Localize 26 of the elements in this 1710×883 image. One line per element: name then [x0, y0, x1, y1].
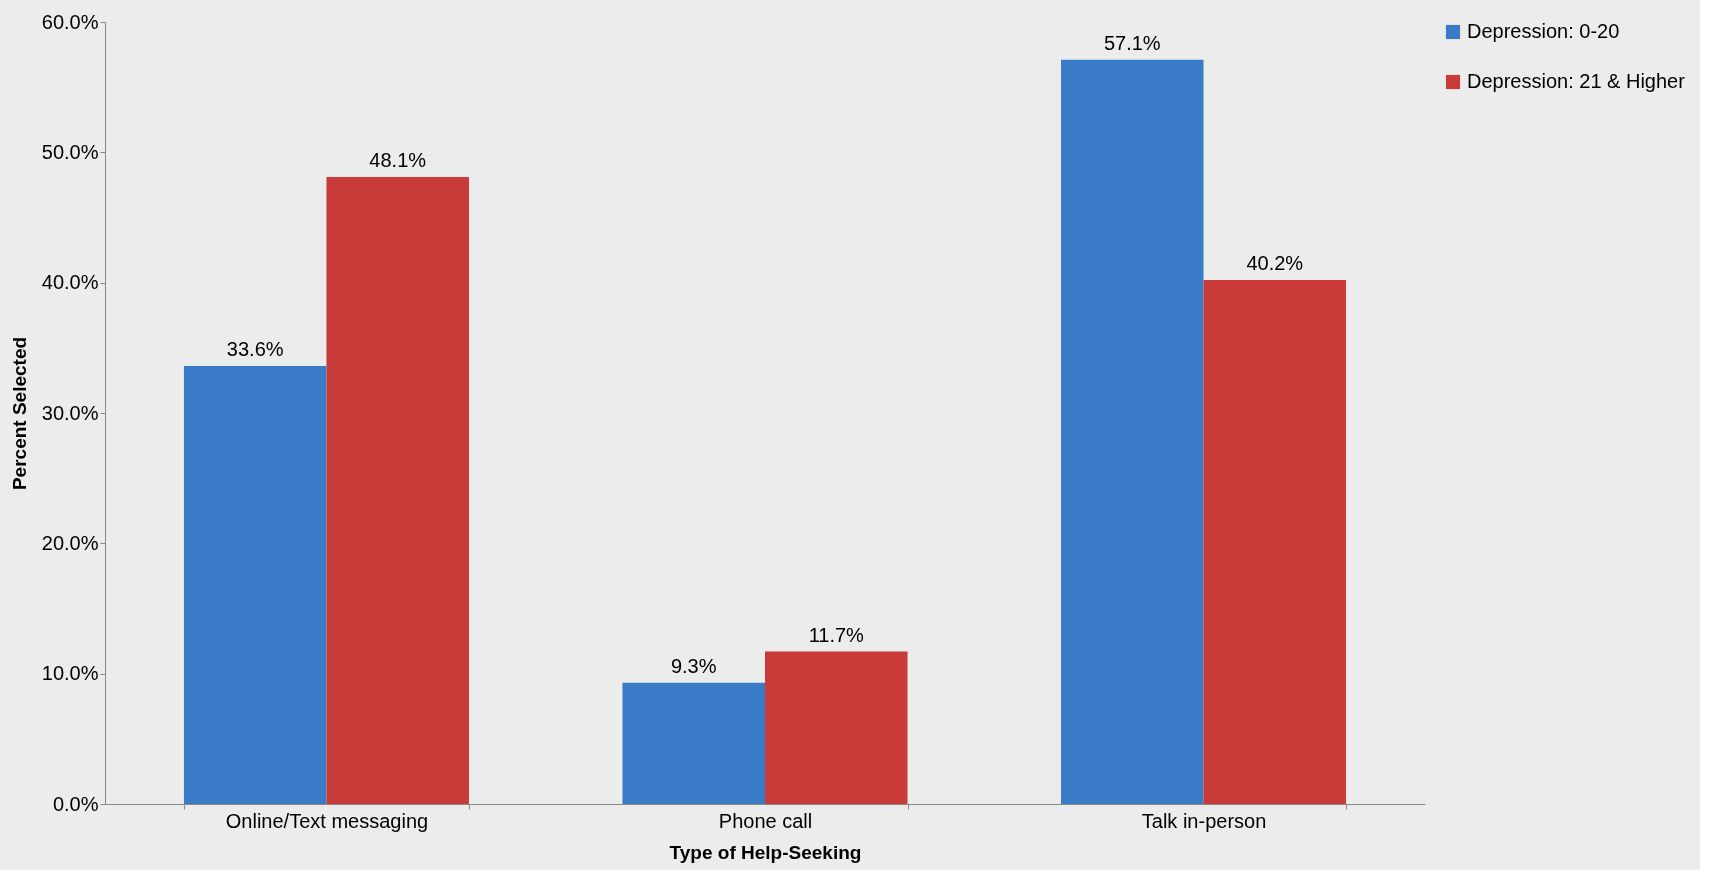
bar: [765, 651, 908, 804]
data-label: 57.1%: [1103, 31, 1161, 54]
bar: [1061, 59, 1204, 804]
y-tick-label: 30.0%: [41, 401, 99, 424]
data-label: 33.6%: [226, 338, 284, 361]
y-tick-label: 10.0%: [41, 662, 99, 685]
bar: [1203, 280, 1347, 804]
x-tick-label: Online/Text messaging: [225, 809, 429, 832]
y-tick-label: 40.0%: [41, 271, 99, 294]
legend-label: Depression: 0-20: [1467, 20, 1620, 42]
data-label: 40.2%: [1246, 252, 1304, 275]
y-axis-title: Percent Selected: [8, 336, 30, 491]
data-label: 11.7%: [808, 623, 865, 646]
bar: [183, 366, 327, 804]
y-tick-label: 20.0%: [41, 531, 99, 554]
x-tick-label: Phone call: [718, 809, 813, 832]
bar: [622, 682, 765, 804]
y-tick-label: 60.0%: [41, 10, 99, 33]
x-axis-title: Type of Help-Seeking: [669, 841, 862, 863]
data-label: 9.3%: [670, 654, 717, 677]
bar: [326, 177, 469, 804]
y-tick-label: 0.0%: [52, 792, 99, 815]
data-label: 48.1%: [369, 149, 427, 172]
x-tick-label: Talk in-person: [1141, 809, 1267, 832]
y-tick-label: 50.0%: [41, 140, 99, 163]
legend-label: Depression: 21 & Higher: [1467, 70, 1686, 92]
